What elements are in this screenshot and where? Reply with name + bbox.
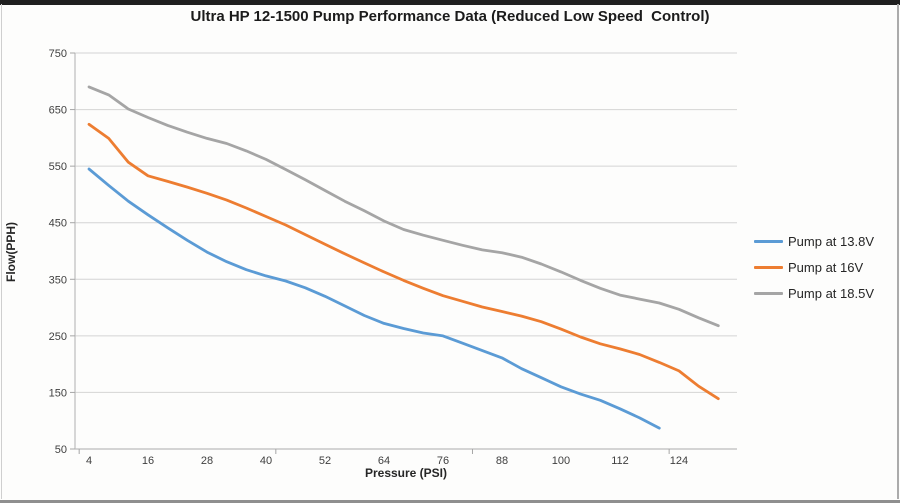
chart-title: Ultra HP 12-1500 Pump Performance Data (… (190, 8, 710, 25)
x-tick-label: 16 (142, 455, 154, 467)
x-tick-label: 100 (552, 455, 570, 467)
y-axis-title: Flow(PPH) (4, 222, 18, 282)
legend-item: Pump at 16V (754, 254, 874, 280)
y-tick-label: 350 (49, 274, 67, 286)
top-border (0, 0, 900, 5)
x-tick-label: 28 (201, 455, 213, 467)
x-tick-label: 64 (378, 455, 390, 467)
legend: Pump at 13.8V Pump at 16V Pump at 18.5V (754, 228, 874, 306)
y-tick-label: 650 (49, 105, 67, 117)
x-tick-label: 112 (611, 455, 629, 467)
x-tick-label: 76 (437, 455, 449, 467)
y-tick-label: 250 (49, 331, 67, 343)
x-tick-label: 40 (260, 455, 272, 467)
legend-item: Pump at 18.5V (754, 280, 874, 306)
legend-label: Pump at 13.8V (788, 233, 874, 249)
series-line-pump-at-16v (87, 122, 720, 401)
legend-label: Pump at 16V (788, 259, 864, 275)
series-line-pump-at-18-5v (87, 85, 720, 328)
series-line-pump-at-13-8v (87, 167, 661, 430)
y-tick-label: 550 (49, 161, 67, 173)
y-tick-label: 50 (55, 444, 67, 456)
y-tick-label: 150 (49, 387, 67, 399)
y-tick-label: 450 (49, 218, 67, 230)
x-tick-label: 4 (86, 455, 92, 467)
legend-swatch-pump-13-8v (754, 239, 783, 243)
x-axis-title: Pressure (PSI) (364, 466, 448, 480)
legend-swatch-pump-16v (754, 265, 783, 269)
x-tick-label: 124 (670, 455, 688, 467)
legend-label: Pump at 18.5V (788, 285, 874, 301)
x-tick-label: 88 (496, 455, 508, 467)
y-tick-label: 750 (49, 48, 67, 60)
left-border (1, 4, 2, 499)
legend-item: Pump at 13.8V (754, 228, 874, 254)
bottom-border (0, 500, 900, 503)
x-tick-label: 52 (319, 455, 331, 467)
right-border (897, 4, 899, 499)
legend-swatch-pump-18-5v (754, 291, 783, 295)
